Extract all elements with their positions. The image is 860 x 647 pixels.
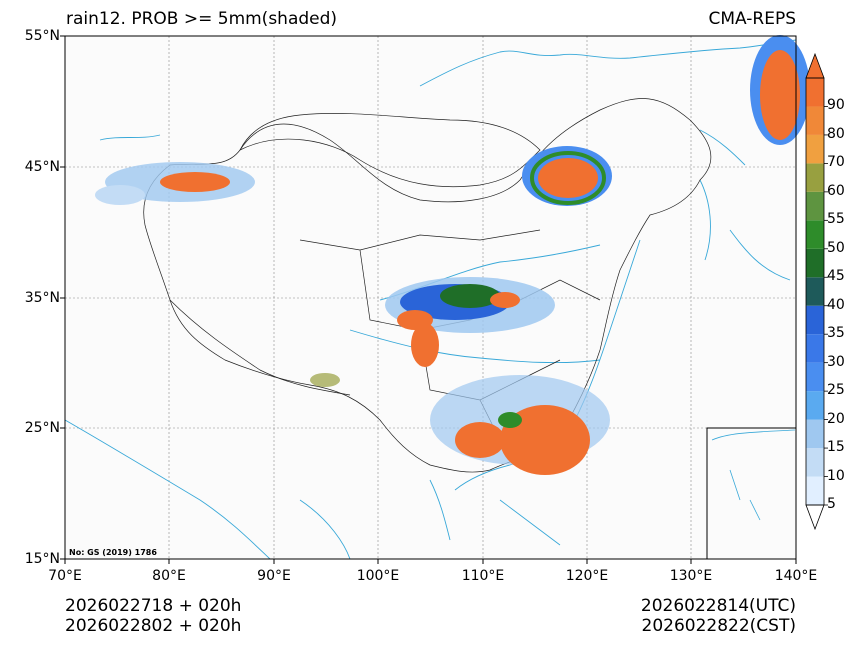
south-asia-lines xyxy=(169,299,351,396)
coast-north-asia xyxy=(419,39,797,87)
lake-balkhash xyxy=(99,134,161,141)
lon-label-120: 120°E xyxy=(565,568,609,584)
colorbar-label: 35 xyxy=(827,325,845,342)
blob-central-orange-b xyxy=(490,292,520,308)
colorbar-label: 70 xyxy=(827,154,845,171)
coast-se-asia xyxy=(429,479,561,546)
lat-label-55: 55°N xyxy=(24,28,60,44)
map-credit: No: GS (2019) 1786 xyxy=(69,548,157,557)
colorbar-outline xyxy=(805,77,825,506)
coast-korea-japan xyxy=(699,129,791,281)
blob-south-green xyxy=(498,412,522,428)
river-yangtze xyxy=(349,329,601,364)
blob-tibet xyxy=(310,373,340,387)
lon-label-140: 140°E xyxy=(774,568,818,584)
valid-time-utc: 2026022814(UTC) xyxy=(640,596,796,616)
south-china-sea-inset xyxy=(706,427,797,560)
china-outline xyxy=(143,98,712,473)
blob-northeast-ring xyxy=(530,151,606,205)
colorbar-segment xyxy=(806,419,824,449)
mongolia-outline xyxy=(239,113,541,188)
colorbar xyxy=(805,52,828,531)
colorbar-label: 40 xyxy=(827,296,845,313)
lat-label-15: 15°N xyxy=(24,551,60,567)
probability-shading xyxy=(95,35,810,475)
colorbar-max-arrow xyxy=(805,52,825,79)
blob-central-green xyxy=(440,284,500,308)
map-title: rain12. PROB >= 5mm(shaded) xyxy=(66,9,338,29)
coast-india xyxy=(64,419,351,560)
colorbar-label: 45 xyxy=(827,268,845,285)
colorbar-segment xyxy=(806,134,824,164)
colorbar-label: 50 xyxy=(827,239,845,256)
lon-label-90: 90°E xyxy=(257,568,291,584)
valid-time-cst: 2026022822(CST) xyxy=(641,616,796,636)
lon-label-110: 110°E xyxy=(461,568,505,584)
colorbar-label: 80 xyxy=(827,125,845,142)
blob-sichuan-orange xyxy=(411,323,439,367)
colorbar-label: 5 xyxy=(827,496,836,512)
lon-label-100: 100°E xyxy=(356,568,400,584)
colorbar-label: 10 xyxy=(827,467,845,484)
init-time-utc: 2026022718 + 020h xyxy=(65,596,242,616)
colorbar-label: 55 xyxy=(827,211,845,228)
colorbar-segment xyxy=(806,78,824,107)
model-name: CMA-REPS xyxy=(708,9,796,29)
lon-label-80: 80°E xyxy=(152,568,186,584)
colorbar-segment xyxy=(806,391,824,420)
inset-coast xyxy=(711,429,796,521)
axis-ticks xyxy=(60,35,797,564)
colorbar-segment xyxy=(806,334,824,363)
colorbar-segment xyxy=(806,106,824,135)
blob-south-west xyxy=(455,422,505,458)
colorbar-segment xyxy=(806,305,824,335)
colorbar-segment xyxy=(806,362,824,392)
blob-xinjiang-core xyxy=(160,172,230,192)
blob-south-core xyxy=(500,405,590,475)
lon-label-130: 130°E xyxy=(669,568,713,584)
lat-label-45: 45°N xyxy=(24,159,60,175)
blob-northeast-corner-core xyxy=(760,50,800,140)
colorbar-segment xyxy=(806,476,824,505)
colorbar-segment xyxy=(806,248,824,278)
colorbar-label: 20 xyxy=(827,410,845,427)
colorbar-label: 15 xyxy=(827,439,845,456)
lat-label-35: 35°N xyxy=(24,290,60,306)
colorbar-segment xyxy=(806,220,824,249)
lat-label-25: 25°N xyxy=(24,420,60,436)
colorbar-label: 30 xyxy=(827,353,845,370)
blob-xinjiang-west xyxy=(95,185,145,205)
lon-label-70: 70°E xyxy=(48,568,82,584)
colorbar-label: 60 xyxy=(827,182,845,199)
colorbar-segment xyxy=(806,191,824,221)
colorbar-segment xyxy=(806,448,824,477)
colorbar-label: 25 xyxy=(827,382,845,399)
colorbar-segment xyxy=(806,163,824,192)
colorbar-label: 90 xyxy=(827,97,845,114)
init-time-cst: 2026022802 + 020h xyxy=(65,616,242,636)
colorbar-segment xyxy=(806,277,824,306)
colorbar-min-arrow xyxy=(805,504,825,531)
blob-northeast-core xyxy=(538,158,598,198)
